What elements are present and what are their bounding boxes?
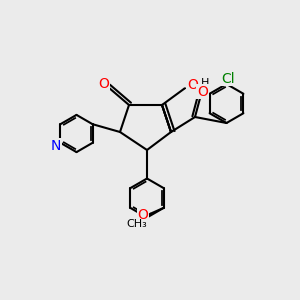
Text: O: O [187,78,198,92]
Text: H: H [201,78,209,88]
Text: O: O [98,77,109,91]
Text: N: N [51,139,61,153]
Text: CH₃: CH₃ [127,219,147,229]
Text: O: O [197,85,208,98]
Text: O: O [137,208,148,222]
Text: Cl: Cl [221,72,235,86]
